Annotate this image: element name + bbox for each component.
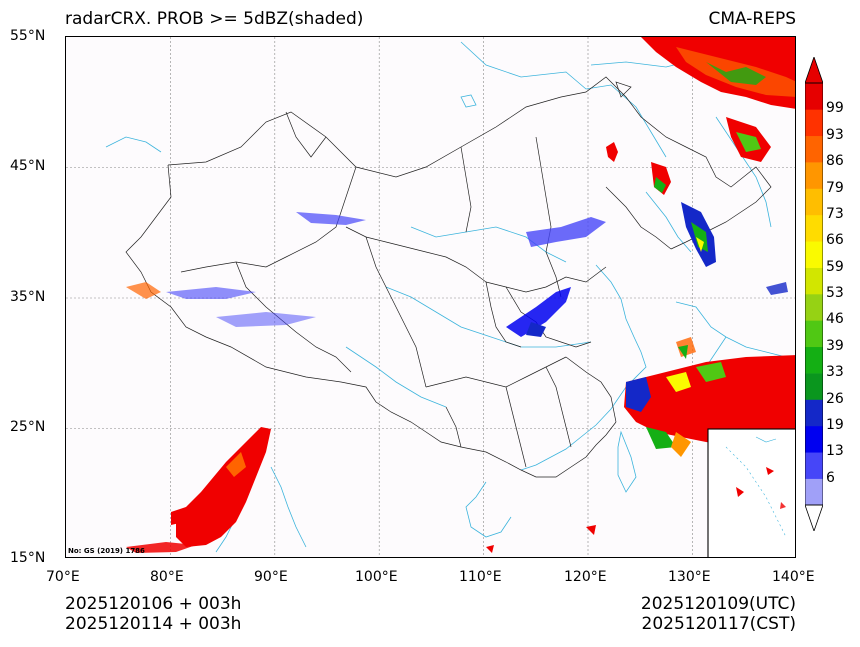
colorbar: [805, 57, 823, 531]
lon-label-130e: 130°E: [668, 569, 711, 585]
lon-label-70e: 70°E: [46, 569, 80, 585]
colorbar-tick-label: 46: [826, 311, 844, 328]
lon-label-110e: 110°E: [459, 569, 502, 585]
lon-label-120e: 120°E: [564, 569, 607, 585]
lat-label-55n: 55°N: [10, 28, 46, 44]
model-name: CMA-REPS: [708, 9, 796, 29]
graticule: [66, 37, 795, 557]
colorbar-tick-label: 73: [826, 205, 844, 222]
colorbar-tick-label: 39: [826, 337, 844, 354]
lat-label-35n: 35°N: [10, 289, 46, 305]
lat-label-15n: 15°N: [10, 550, 46, 566]
colorbar-segment: [805, 294, 823, 321]
chart-title: radarCRX. PROB >= 5dBZ(shaded): [65, 9, 364, 29]
colorbar-segment: [805, 188, 823, 216]
init-time-line1: 2025120106 + 003h: [65, 594, 242, 614]
lat-label-45n: 45°N: [10, 158, 46, 174]
init-time-line2: 2025120114 + 003h: [65, 614, 242, 634]
lon-label-80e: 80°E: [150, 569, 184, 585]
map-canvas: [66, 37, 795, 557]
colorbar-segment: [805, 135, 823, 163]
colorbar-tick-label: 26: [826, 390, 844, 407]
colorbar-segment: [805, 162, 823, 189]
colorbar-tick-label: 19: [826, 416, 844, 433]
inset-map: [707, 428, 795, 557]
map-panel: [65, 36, 796, 558]
colorbar-under-arrow: [805, 504, 823, 531]
colorbar-segments: [805, 83, 823, 506]
colorbar-over-arrow: [805, 57, 823, 84]
colorbar-tick-label: 13: [826, 443, 844, 460]
colorbar-tick-label: 79: [826, 179, 844, 196]
lat-label-25n: 25°N: [10, 419, 46, 435]
valid-time-cst: 2025120117(CST): [641, 614, 796, 634]
probability-shading: [126, 37, 795, 553]
colorbar-tick-label: 59: [826, 258, 844, 275]
colorbar-tick-label: 99: [826, 100, 844, 117]
colorbar-tick-label: 93: [826, 126, 844, 143]
colorbar-segment: [805, 478, 823, 506]
colorbar-segment: [805, 399, 823, 427]
colorbar-segment: [805, 320, 823, 348]
colorbar-segment: [805, 373, 823, 400]
lon-label-90e: 90°E: [254, 569, 288, 585]
valid-time-utc: 2025120109(UTC): [640, 594, 796, 614]
colorbar-tick-label: 53: [826, 285, 844, 301]
lon-label-100e: 100°E: [355, 569, 398, 585]
colorbar-segment: [805, 425, 823, 453]
colorbar-segment: [805, 267, 823, 295]
colorbar-segment: [805, 109, 823, 137]
colorbar-tick-label: 6: [826, 469, 835, 486]
colorbar-segment: [805, 83, 823, 110]
colorbar-tick-label: 66: [826, 232, 844, 249]
colorbar-segment: [805, 241, 823, 268]
colorbar-segment: [805, 346, 823, 374]
colorbar-tick-label: 86: [826, 153, 844, 170]
lon-label-140e: 140°E: [772, 569, 815, 585]
colorbar-segment: [805, 452, 823, 479]
colorbar-segment: [805, 214, 823, 242]
colorbar-tick-label: 33: [826, 364, 844, 381]
map-approval-note: No: GS (2019) 1786: [68, 547, 145, 555]
